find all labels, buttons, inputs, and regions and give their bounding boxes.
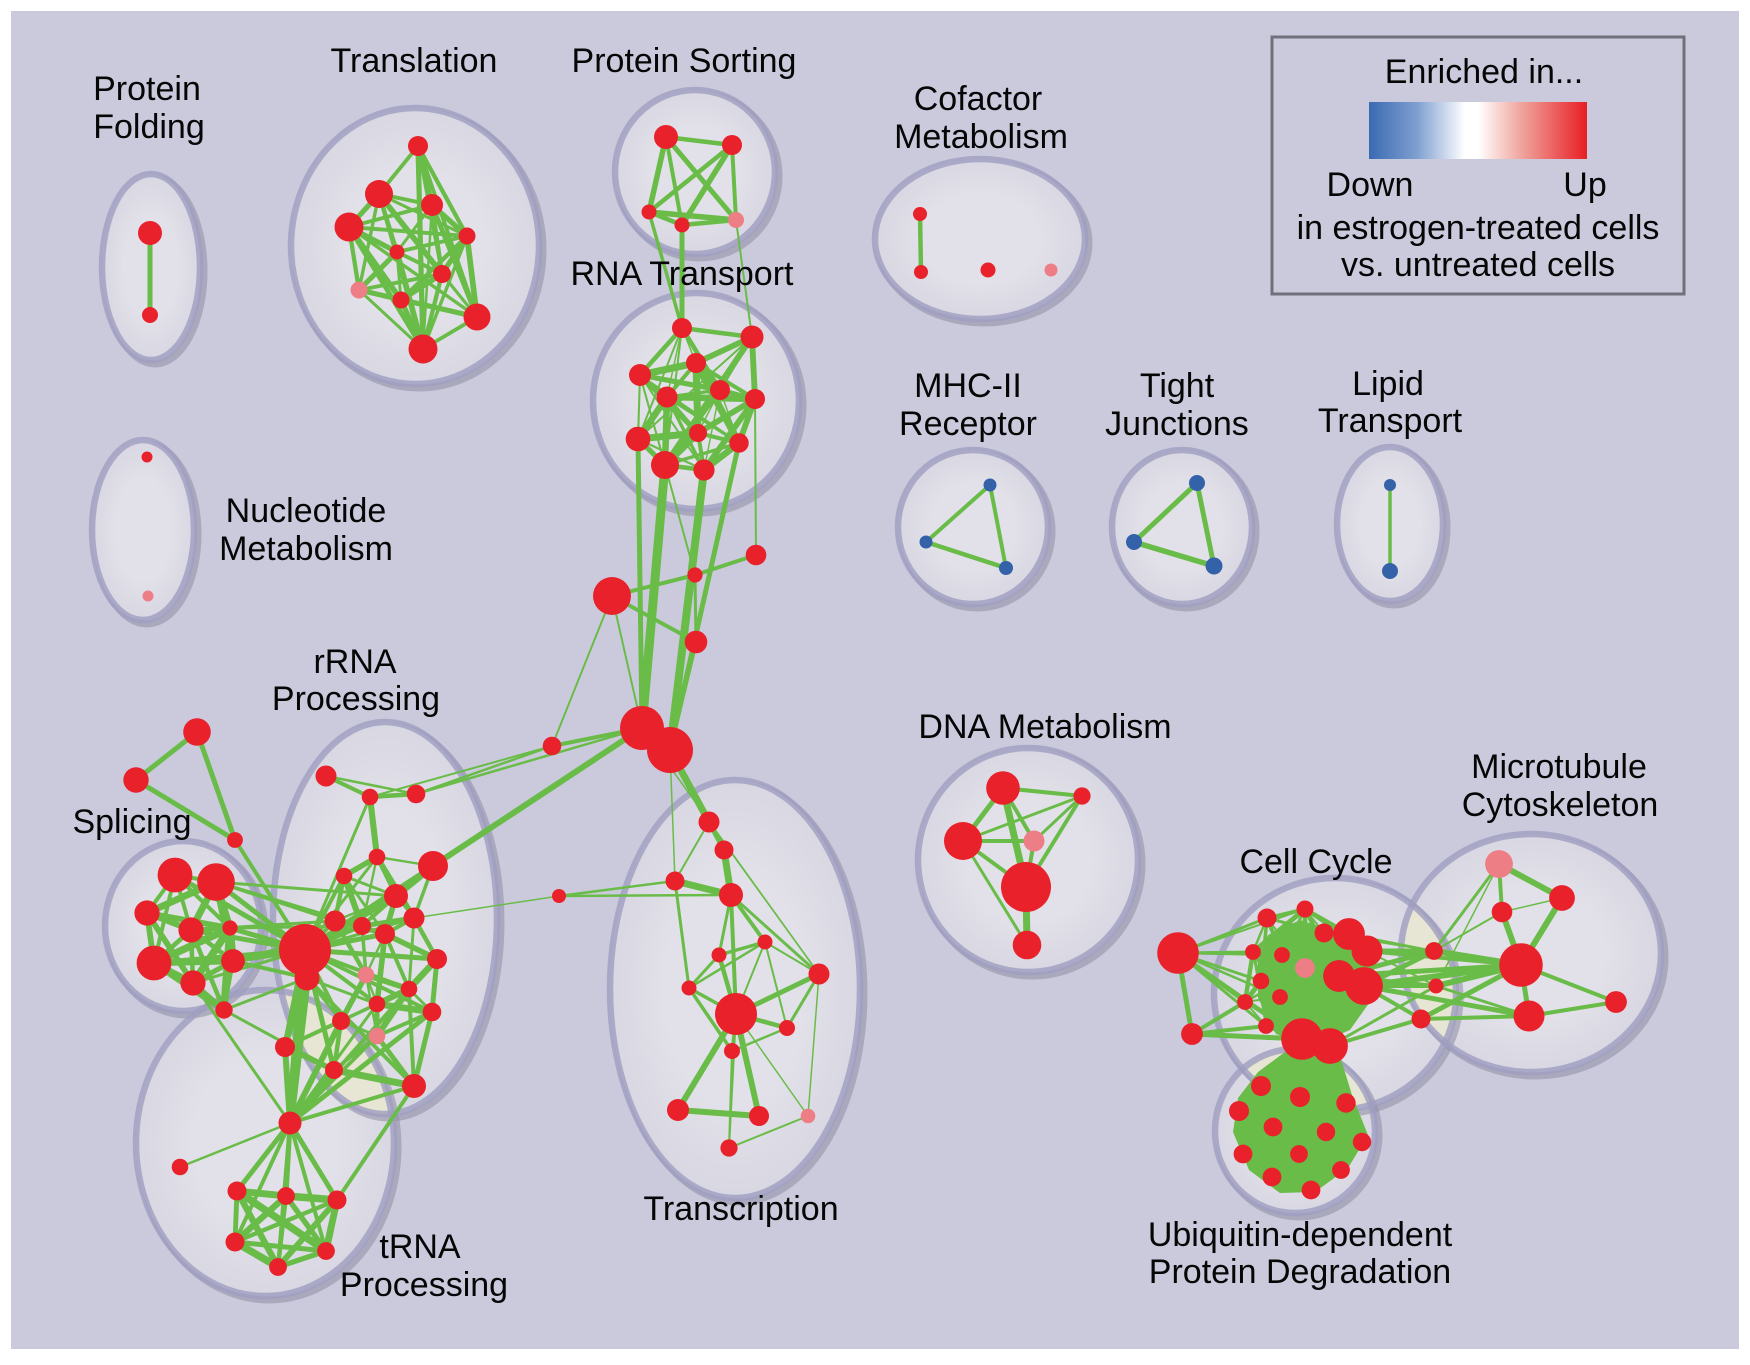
svg-text:Transport: Transport [1318, 402, 1463, 440]
svg-text:DNA Metabolism: DNA Metabolism [918, 708, 1171, 746]
svg-text:Processing: Processing [340, 1266, 508, 1304]
svg-text:MHC-II: MHC-II [914, 367, 1022, 405]
svg-text:Tight: Tight [1140, 367, 1215, 405]
svg-text:Cytoskeleton: Cytoskeleton [1462, 786, 1659, 824]
svg-text:Translation: Translation [331, 42, 498, 80]
svg-text:Metabolism: Metabolism [219, 530, 393, 568]
svg-text:Junctions: Junctions [1105, 405, 1249, 443]
svg-text:Down: Down [1327, 166, 1414, 204]
svg-text:vs. untreated cells: vs. untreated cells [1341, 246, 1615, 284]
svg-text:RNA Transport: RNA Transport [571, 255, 795, 293]
svg-text:Metabolism: Metabolism [894, 118, 1068, 156]
svg-text:Cofactor: Cofactor [914, 80, 1043, 118]
svg-text:tRNA: tRNA [379, 1228, 461, 1266]
svg-text:Lipid: Lipid [1352, 365, 1424, 403]
svg-text:Transcription: Transcription [643, 1190, 838, 1228]
svg-text:Cell Cycle: Cell Cycle [1239, 843, 1392, 881]
svg-text:Receptor: Receptor [899, 405, 1037, 443]
svg-text:Enriched in...: Enriched in... [1385, 53, 1583, 91]
svg-text:in estrogen-treated cells: in estrogen-treated cells [1297, 209, 1660, 247]
svg-text:Protein Degradation: Protein Degradation [1149, 1253, 1451, 1291]
svg-text:Processing: Processing [272, 680, 440, 718]
svg-text:Microtubule: Microtubule [1471, 748, 1647, 786]
svg-text:Protein: Protein [93, 70, 201, 108]
svg-text:Splicing: Splicing [72, 803, 191, 841]
svg-text:Up: Up [1563, 166, 1606, 204]
svg-text:rRNA: rRNA [313, 643, 396, 681]
svg-text:Nucleotide: Nucleotide [226, 492, 387, 530]
svg-text:Ubiquitin-dependent: Ubiquitin-dependent [1148, 1216, 1453, 1254]
svg-text:Folding: Folding [93, 108, 205, 146]
svg-text:Protein Sorting: Protein Sorting [572, 42, 797, 80]
